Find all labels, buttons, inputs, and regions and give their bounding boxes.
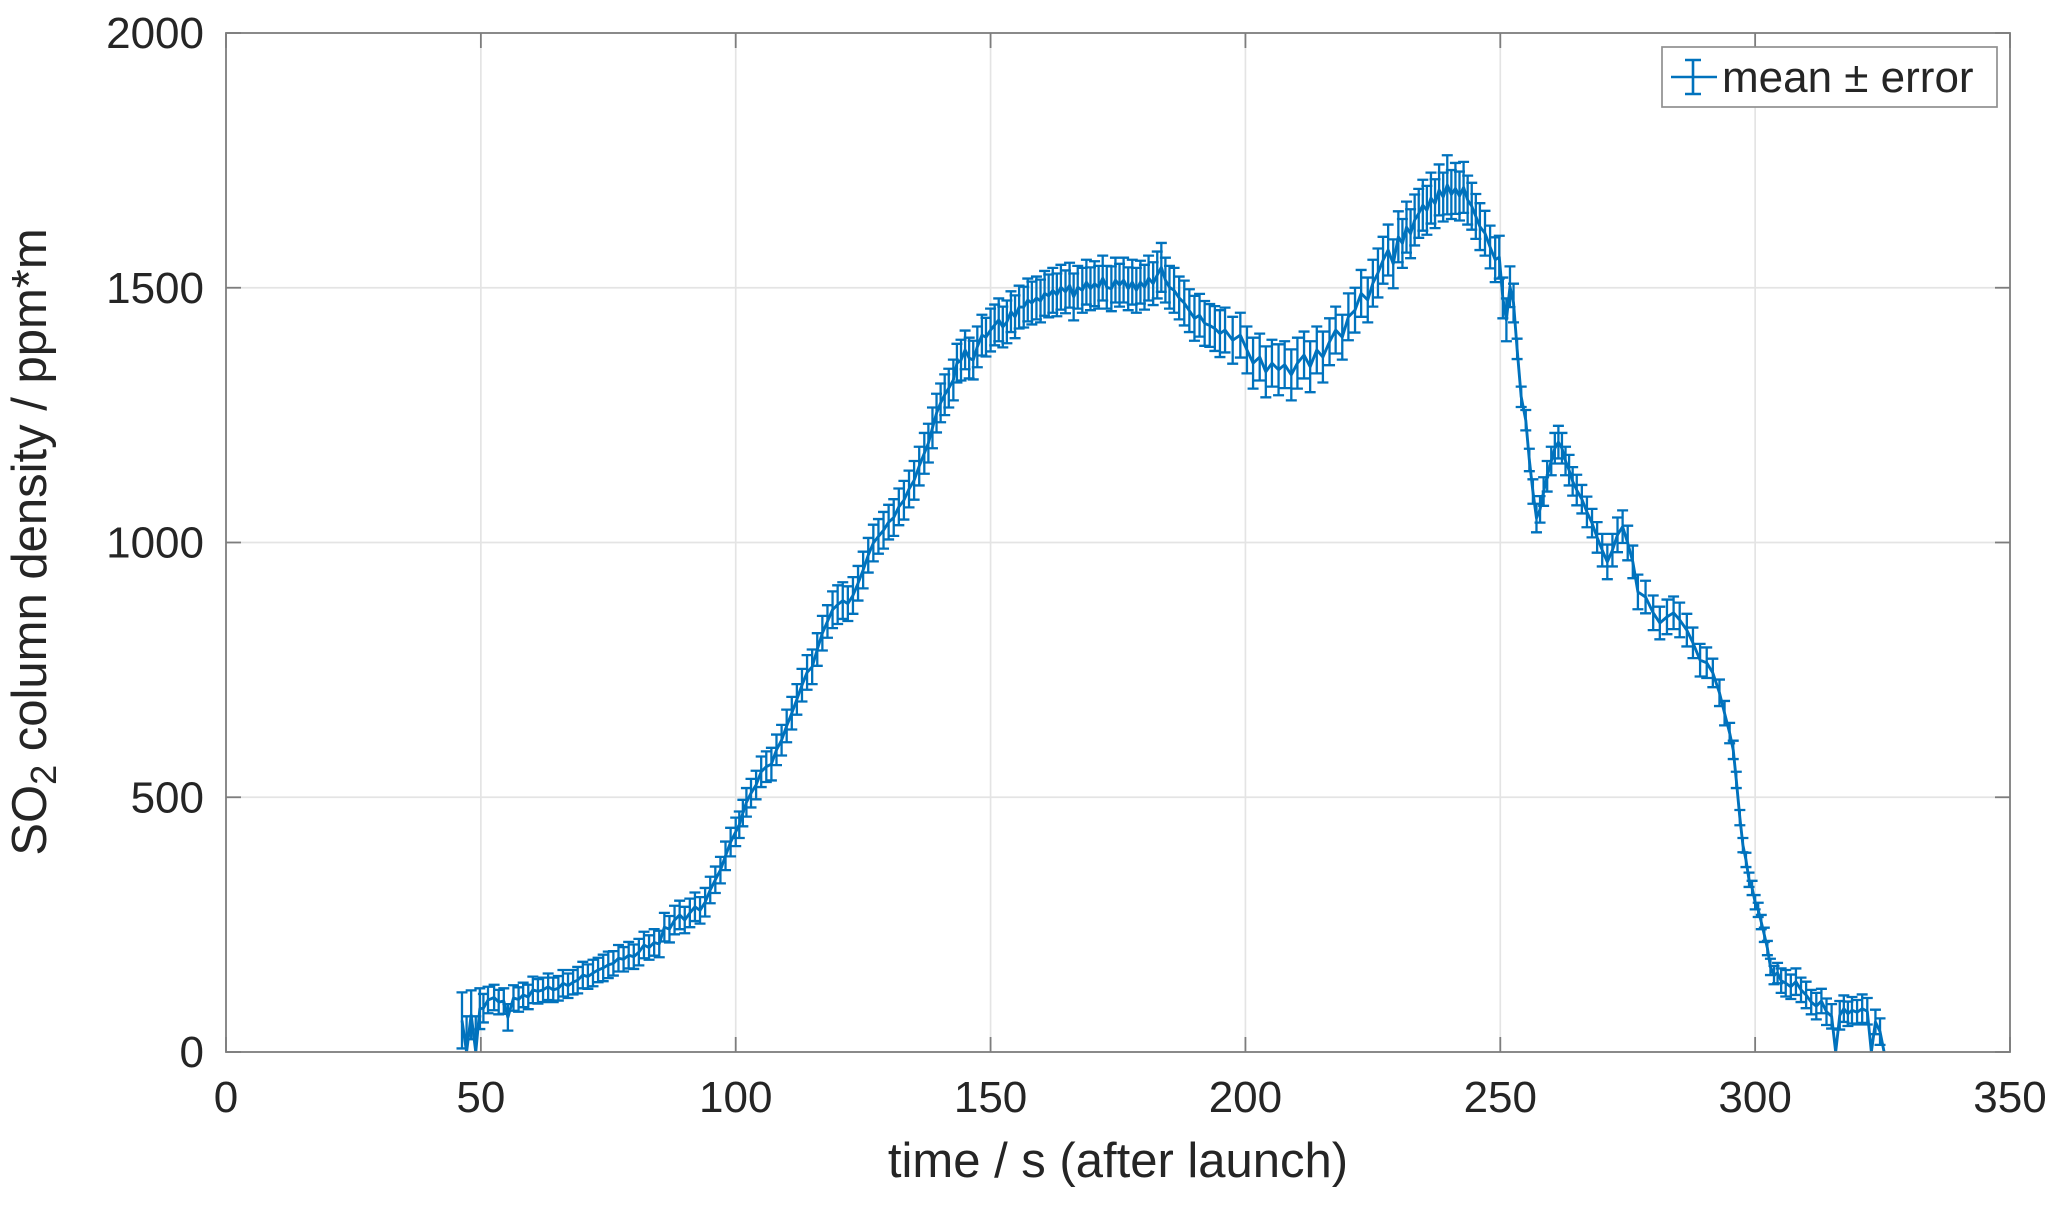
x-tick-label: 250	[1464, 1073, 1537, 1122]
y-tick-label: 500	[131, 773, 204, 822]
legend: mean ± error	[1661, 46, 1998, 108]
legend-errorbar-glyph	[1671, 58, 1717, 96]
x-tick-label: 50	[456, 1073, 505, 1122]
axes-box-and-ticks	[225, 32, 2011, 1053]
x-tick-label: 100	[699, 1073, 772, 1122]
y-tick-label: 1000	[106, 519, 204, 568]
x-tick-label: 150	[954, 1073, 1027, 1122]
y-axis-label: SO2 column density / ppm*m	[3, 228, 64, 855]
x-tick-label: 300	[1718, 1073, 1791, 1122]
y-tick-label: 2000	[106, 9, 204, 58]
y-tick-label: 1500	[106, 264, 204, 313]
legend-box	[1661, 46, 1998, 108]
gridlines	[226, 33, 2010, 1052]
x-tick-label: 200	[1209, 1073, 1282, 1122]
legend-label: mean ± error	[1722, 53, 1974, 102]
y-tick-label: 0	[180, 1028, 204, 1077]
x-tick-label: 0	[214, 1073, 238, 1122]
x-tick-label: 350	[1973, 1073, 2046, 1122]
errorbar-series	[456, 154, 1886, 1052]
tick-labels: 0 50 100 150 200 250 300 350 0 500 1000 1500 2000	[106, 9, 2047, 1122]
x-axis-label: time / s (after launch)	[888, 1134, 1348, 1188]
